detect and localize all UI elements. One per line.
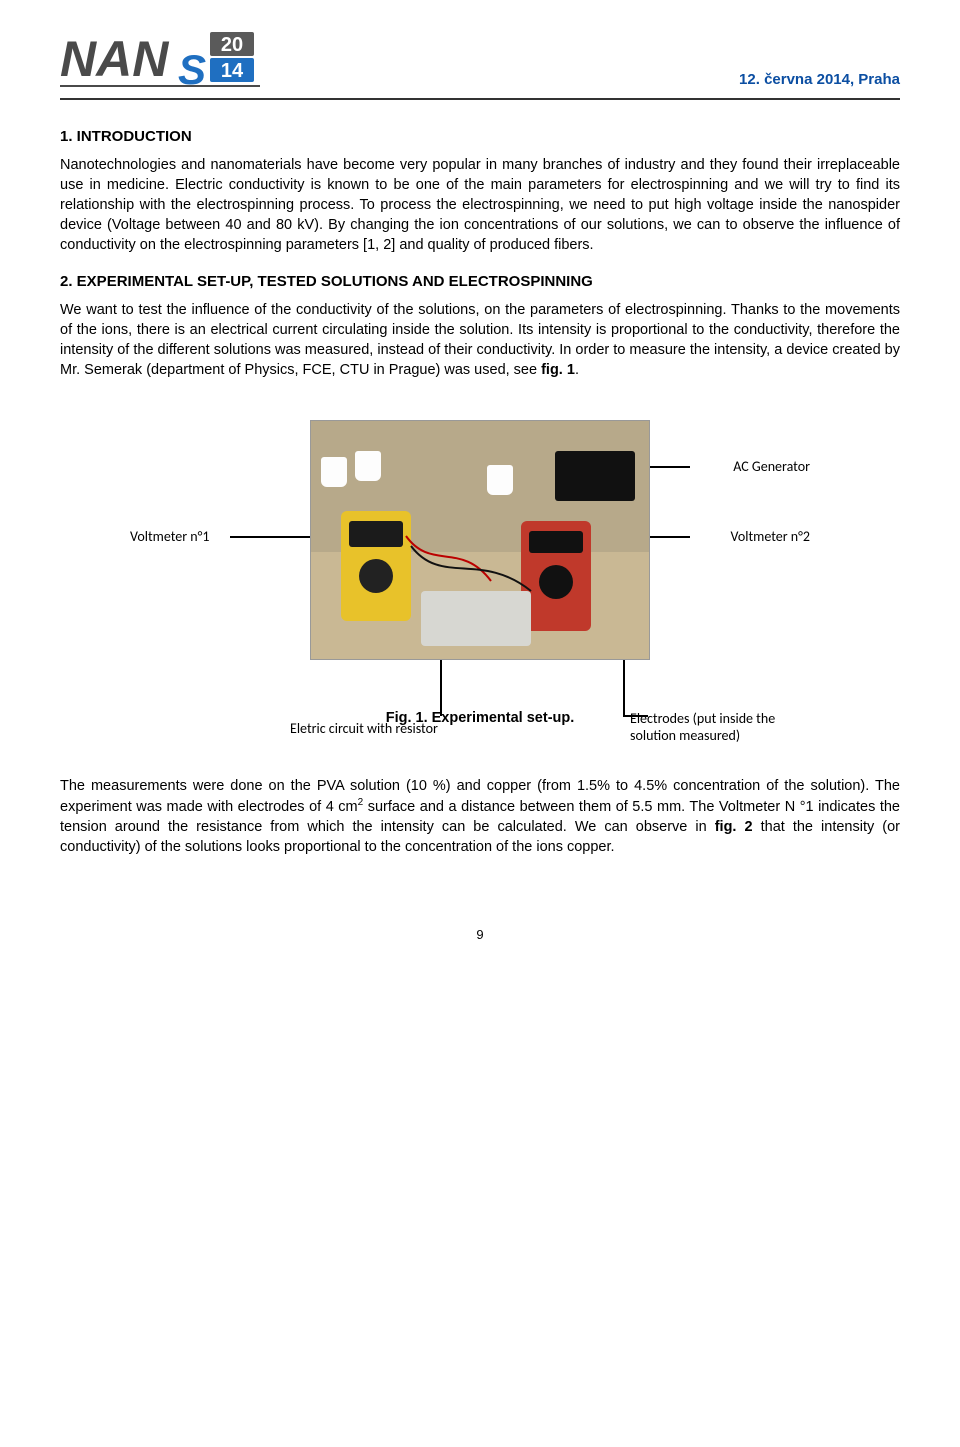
logo-year-top: 20: [221, 34, 243, 56]
photo-cup: [487, 465, 513, 495]
arrow-electrodes-h: [623, 715, 648, 717]
page-header: NAN S 20 14 12. června 2014, Praha: [60, 24, 900, 100]
logo-year-bottom: 14: [221, 60, 244, 82]
fig2-ref: fig. 2: [715, 819, 753, 835]
svg-text:NAN: NAN: [60, 31, 169, 87]
section-2-text-a: We want to test the influence of the con…: [60, 302, 900, 378]
label-ac-generator: AC Generator: [733, 458, 810, 475]
section-1-paragraph: Nanotechnologies and nanomaterials have …: [60, 155, 900, 255]
photo-cup: [321, 457, 347, 487]
measurements-paragraph: The measurements were done on the PVA so…: [60, 776, 900, 857]
section-2-text-b: .: [575, 362, 579, 378]
page-number: 9: [60, 927, 900, 942]
section-2-title: 2. EXPERIMENTAL SET-UP, TESTED SOLUTIONS…: [60, 273, 900, 290]
label-voltmeter-2: Voltmeter n°2: [731, 528, 810, 545]
photo-meter-screen: [349, 521, 403, 547]
label-electrodes-line2: solution measured): [630, 727, 740, 744]
photo-wires-icon: [401, 531, 541, 611]
label-electrodes-line1: Electrodes (put inside the: [630, 710, 775, 727]
section-2-paragraph-1: We want to test the influence of the con…: [60, 300, 900, 380]
label-electric-circuit: Eletric circuit with resistor: [290, 720, 438, 737]
conference-logo: NAN S 20 14: [60, 24, 260, 94]
photo-meter-dial: [359, 559, 393, 593]
photo-meter-dial: [539, 565, 573, 599]
photo-ac-generator: [555, 451, 635, 501]
fig1-ref: fig. 1: [541, 362, 575, 378]
section-1-title: 1. INTRODUCTION: [60, 128, 900, 145]
experimental-setup-photo: [310, 420, 650, 660]
label-voltmeter-1: Voltmeter n°1: [130, 528, 209, 545]
figure-1: Voltmeter n°1 AC Generator Voltmeter n°2…: [140, 420, 820, 660]
header-date: 12. června 2014, Praha: [739, 71, 900, 94]
photo-cup: [355, 451, 381, 481]
nans14-logo-icon: NAN S 20 14: [60, 24, 260, 94]
label-electrodes: Electrodes (put inside the solution meas…: [630, 710, 820, 744]
